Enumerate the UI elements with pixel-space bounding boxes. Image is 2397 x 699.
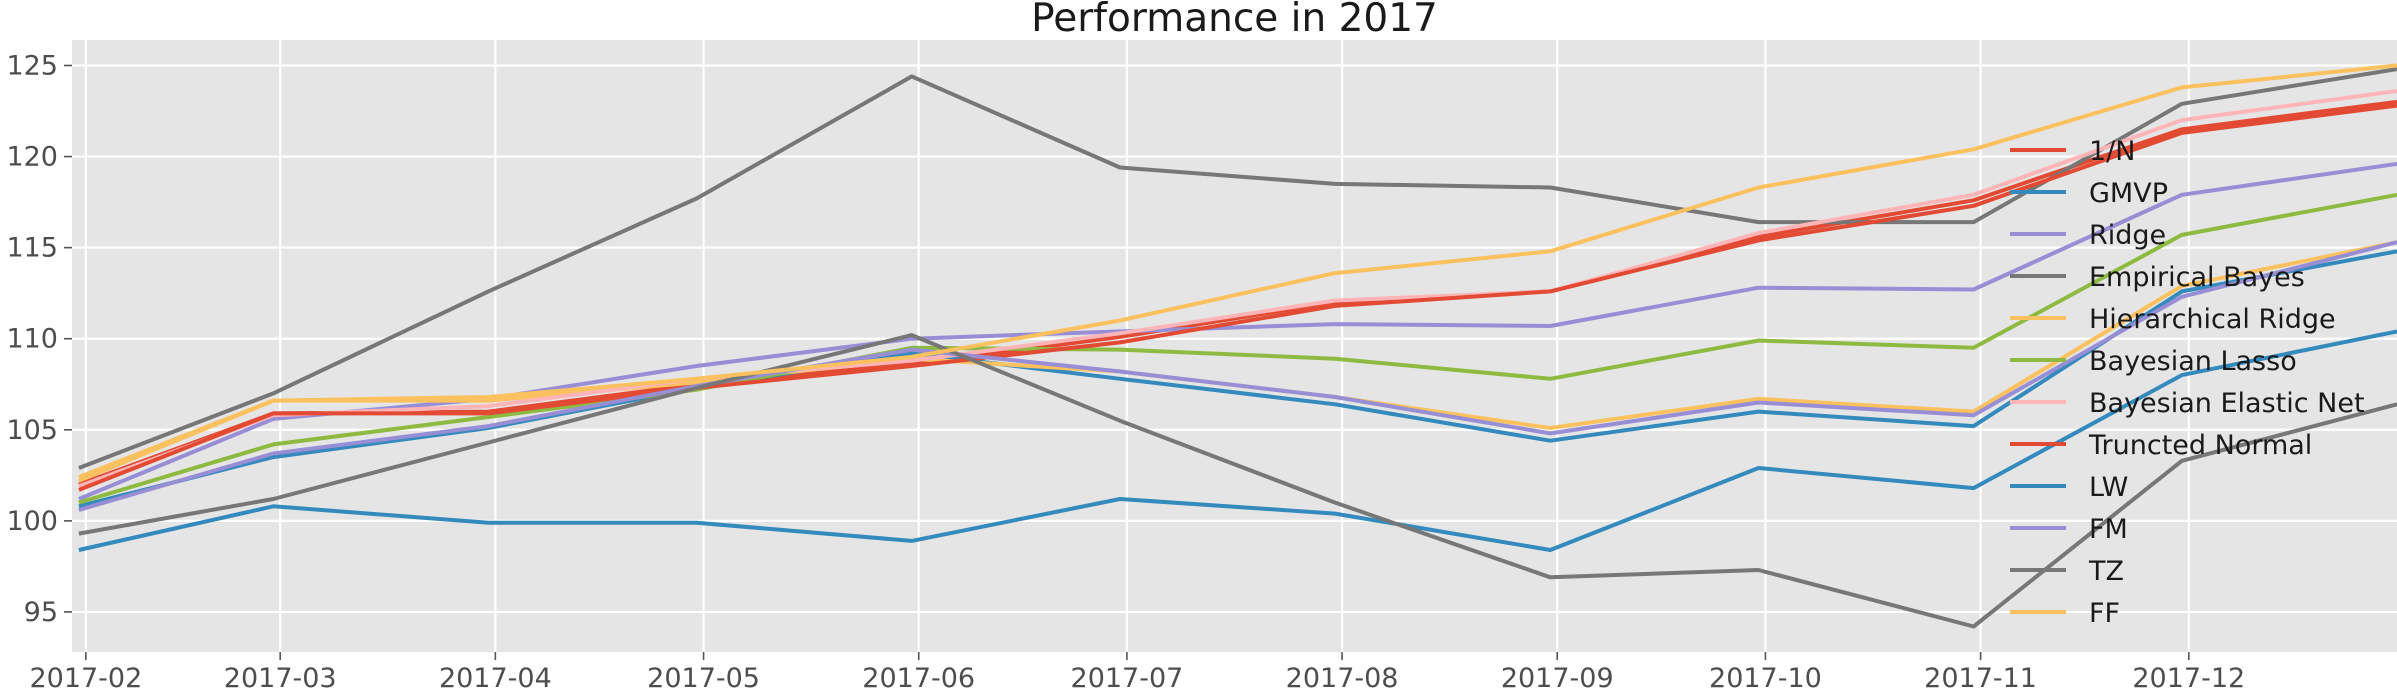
y-tick-label: 125	[6, 51, 58, 82]
x-tick-label: 2017-12	[2132, 663, 2245, 694]
legend-label: FM	[2089, 514, 2128, 545]
series-line-6	[78, 89, 2397, 489]
y-tick-label: 105	[6, 415, 58, 446]
x-tick-label: 2017-04	[439, 663, 552, 694]
x-tick-label: 2017-06	[862, 663, 975, 694]
legend: 1/N GMVP Ridge Empirical Bayes Hierarchical …	[2010, 136, 2365, 629]
x-axis-ticks: 2017-02 2017-03 2017-04 2017-05 2017-06 2017-…	[29, 652, 2245, 694]
x-tick-label: 2017-05	[647, 663, 760, 694]
legend-label: Empirical Bayes	[2089, 262, 2305, 293]
series-line-8	[78, 329, 2397, 552]
legend-label: Bayesian Lasso	[2089, 346, 2297, 377]
chart-title: Performance in 2017	[1031, 0, 1438, 41]
series-line-10	[78, 333, 2397, 629]
plot-area	[72, 40, 2397, 652]
x-tick-label: 2017-07	[1071, 663, 1184, 694]
legend-label: Ridge	[2089, 220, 2166, 251]
legend-label: FF	[2089, 598, 2120, 629]
legend-label: Truncted Normal	[2088, 430, 2312, 461]
x-tick-label: 2017-11	[1924, 663, 2037, 694]
x-tick-label: 2017-09	[1501, 663, 1614, 694]
legend-label: Bayesian Elastic Net	[2089, 388, 2365, 419]
x-tick-label: 2017-03	[224, 663, 337, 694]
legend-label: GMVP	[2089, 178, 2168, 209]
x-tick-label: 2017-10	[1709, 663, 1822, 694]
series-line-7	[78, 103, 2397, 492]
legend-label: 1/N	[2089, 136, 2135, 167]
x-tick-label: 2017-08	[1286, 663, 1399, 694]
series-line-5	[78, 192, 2397, 505]
y-tick-label: 95	[24, 597, 58, 628]
series-lines	[78, 63, 2397, 629]
series-line-1	[78, 249, 2397, 509]
series-line-9	[78, 240, 2397, 512]
legend-label: Hierarchical Ridge	[2089, 304, 2336, 335]
y-tick-label: 120	[6, 142, 58, 173]
y-axis-ticks: 95 100 105 110 115 120 125	[6, 51, 72, 628]
series-line-11	[78, 63, 2397, 483]
series-line-3	[78, 67, 2397, 470]
y-tick-label: 100	[6, 506, 58, 537]
legend-label: LW	[2089, 472, 2128, 503]
y-tick-label: 110	[6, 324, 58, 355]
x-tick-label: 2017-02	[29, 663, 142, 694]
legend-label: TZ	[2088, 556, 2124, 587]
y-tick-label: 115	[6, 233, 58, 264]
